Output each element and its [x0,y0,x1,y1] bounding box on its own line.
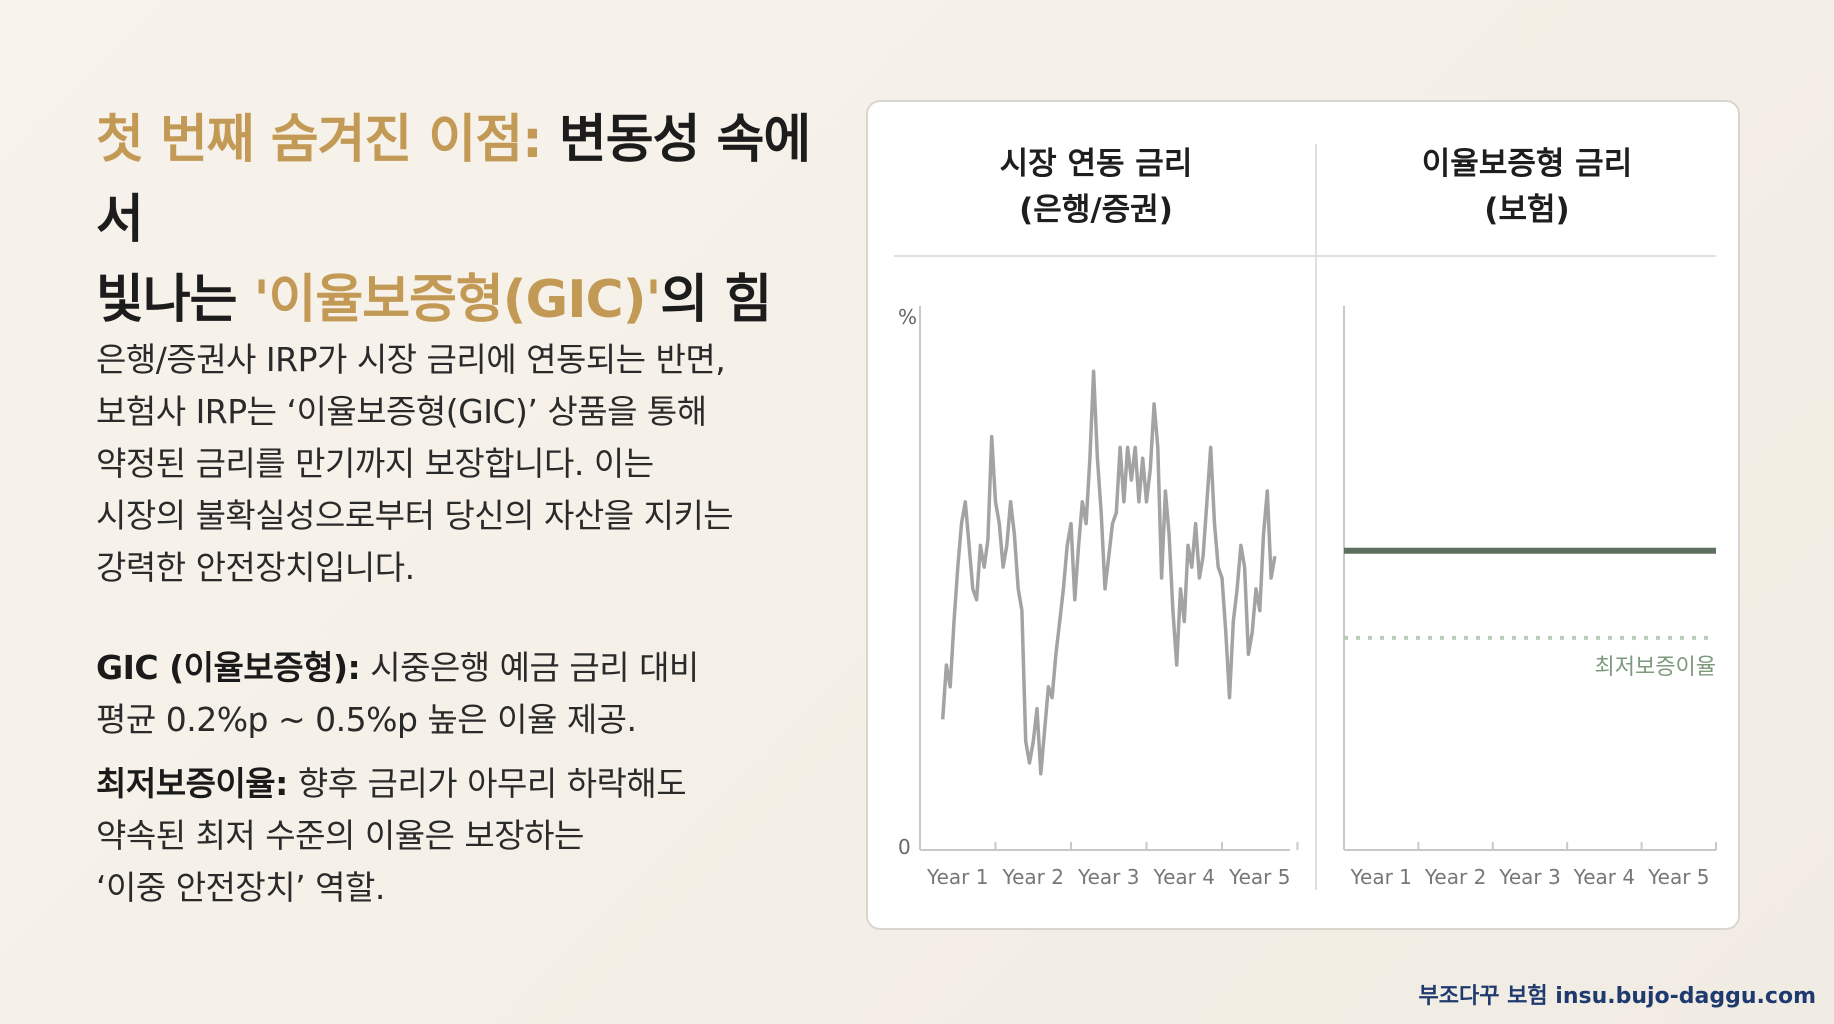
market-x-tick-label: Year 5 [1228,865,1290,889]
market-y-zero-label: 0 [898,835,911,859]
bullet-gic: GIC (이율보증형): 시중은행 예금 금리 대비 평균 0.2%p ~ 0.… [96,642,816,746]
market-x-tick-label: Year 4 [1153,865,1215,889]
intro-paragraph: 은행/증권사 IRP가 시장 금리에 연동되는 반면, 보험사 IRP는 ‘이율… [96,334,816,594]
market-y-unit-label: % [898,305,917,329]
gic-x-tick-label: Year 1 [1349,865,1411,889]
title-text-3: 의 힘 [660,270,772,330]
bullet-gic-text-2: 평균 0.2%p ~ 0.5%p 높은 이율 제공. [96,700,637,739]
intro-line: 시장의 불확실성으로부터 당신의 자산을 지키는 [96,496,734,535]
market-x-tick-label: Year 3 [1077,865,1139,889]
intro-line: 은행/증권사 IRP가 시장 금리에 연동되는 반면, [96,340,726,379]
gic-x-tick-label: Year 2 [1424,865,1486,889]
title-text-2: 빛나는 [96,270,254,330]
gic-chart-title-1: 이율보증형 금리 [1422,146,1632,182]
gic-x-tick-label: Year 4 [1573,865,1635,889]
bullet-gic-label: GIC (이율보증형): [96,648,361,687]
market-x-tick-label: Year 1 [926,865,988,889]
intro-line: 약정된 금리를 만기까지 보장합니다. 이는 [96,444,654,483]
footer-brand: 부조다꾸 보험 insu.bujo-daggu.com [1418,984,1816,1009]
bullet-min-rate: 최저보증이율: 향후 금리가 아무리 하락해도 약속된 최저 수준의 이율은 보… [96,758,816,914]
market-x-tick-label: Year 2 [1002,865,1064,889]
bullet-min-rate-text: 향후 금리가 아무리 하락해도 [287,764,687,803]
comparison-chart-card: 시장 연동 금리 (은행/증권) 이율보증형 금리 (보험) % 0 Year … [866,100,1740,930]
intro-line: 강력한 안전장치입니다. [96,548,415,587]
gic-chart-title-2: (보험) [1484,192,1569,228]
bullet-min-rate-label: 최저보증이율: [96,764,288,803]
bullet-min-rate-text-3: ‘이중 안전장치’ 역할. [96,868,385,907]
title-highlight-1: 첫 번째 숨겨진 이점: [96,110,543,170]
title-highlight-2: '이율보증형(GIC)' [253,270,662,330]
market-rate-line [940,369,1277,776]
bullet-min-rate-text-2: 약속된 최저 수준의 이율은 보장하는 [96,816,584,855]
gic-x-tick-label: Year 3 [1498,865,1560,889]
page-title: 첫 번째 숨겨진 이점: 변동성 속에서 빛나는 '이율보증형(GIC)'의 힘 [96,100,856,340]
comparison-chart: 시장 연동 금리 (은행/증권) 이율보증형 금리 (보험) % 0 Year … [894,144,1717,890]
bullet-gic-text: 시중은행 예금 금리 대비 [360,648,699,687]
market-chart-title-1: 시장 연동 금리 [1000,146,1193,182]
gic-x-tick-label: Year 5 [1647,865,1709,889]
minimum-rate-label: 최저보증이율 [1595,655,1716,680]
intro-line: 보험사 IRP는 ‘이율보증형(GIC)’ 상품을 통해 [96,392,707,431]
market-chart-title-2: (은행/증권) [1019,192,1173,228]
title-text-1: 변동성 속에서 [96,110,811,250]
